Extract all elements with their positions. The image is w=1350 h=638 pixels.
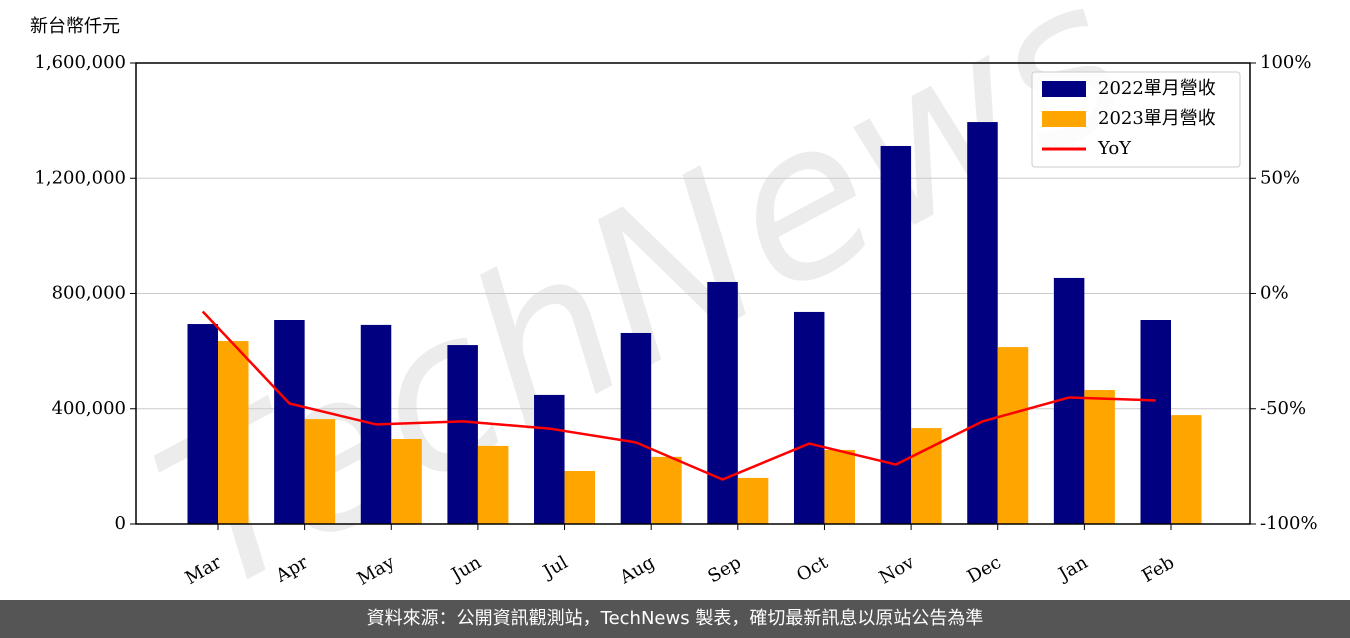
- legend-swatch: [1042, 81, 1086, 97]
- x-tick-label: Jun: [446, 552, 485, 587]
- y2-tick-label: 0%: [1260, 283, 1289, 304]
- bar: [911, 428, 942, 524]
- line: [201, 310, 1156, 481]
- legend-label: 2023單月營收: [1098, 108, 1216, 129]
- bar: [997, 347, 1029, 524]
- y2-tick-label: -50%: [1260, 398, 1306, 419]
- legend-label: 2022單月營收: [1098, 78, 1216, 99]
- x-tick-label: Jan: [1054, 552, 1092, 586]
- bar: [967, 122, 998, 525]
- y-axis-label: 新台幣仟元: [30, 16, 120, 37]
- footer: 資料來源：公開資訊觀測站，TechNews 製表，確切最新訊息以原站公告為準: [0, 600, 1350, 638]
- bar: [651, 456, 682, 524]
- x-tick-label: Oct: [793, 552, 832, 587]
- bar: [274, 320, 305, 524]
- bar: [447, 345, 478, 524]
- y-tick-label: 400,000: [52, 398, 126, 419]
- bar: [1171, 415, 1202, 524]
- x-tick-label: Jul: [538, 552, 572, 584]
- legend-label: YoY: [1097, 138, 1132, 159]
- bar: [187, 324, 218, 524]
- bar: [564, 470, 596, 524]
- x-tick-label: Sep: [704, 552, 744, 587]
- y2-tick-label: 50%: [1260, 167, 1300, 188]
- x-tick-label: Aug: [616, 552, 659, 589]
- y-tick-label: 1,200,000: [34, 167, 126, 188]
- bar: [880, 145, 912, 525]
- bar: [737, 477, 769, 524]
- bar: [793, 311, 825, 524]
- chart: TechNews 新台幣仟元 0400,000800,0001,200,0001…: [30, 0, 1318, 600]
- legend-swatch: [1042, 111, 1086, 127]
- bar: [534, 394, 565, 524]
- bar: [391, 439, 422, 524]
- y-tick-label: 0: [115, 513, 126, 534]
- bar: [620, 332, 652, 524]
- bar: [218, 341, 249, 524]
- bar: [1140, 320, 1171, 524]
- bar: [707, 281, 738, 524]
- bar: [824, 449, 855, 524]
- bar: [1084, 390, 1115, 524]
- x-tick-label: Dec: [964, 552, 1005, 588]
- bar: [304, 419, 336, 524]
- x-tick-label: Feb: [1138, 552, 1178, 587]
- y-tick-label: 1,600,000: [34, 52, 126, 73]
- x-tick-label: Nov: [876, 552, 919, 589]
- y-tick-label: 800,000: [52, 283, 126, 304]
- y2-tick-label: -100%: [1260, 513, 1318, 534]
- bar: [477, 445, 509, 524]
- y2-tick-label: 100%: [1260, 52, 1311, 73]
- plot-frame: [135, 62, 1251, 525]
